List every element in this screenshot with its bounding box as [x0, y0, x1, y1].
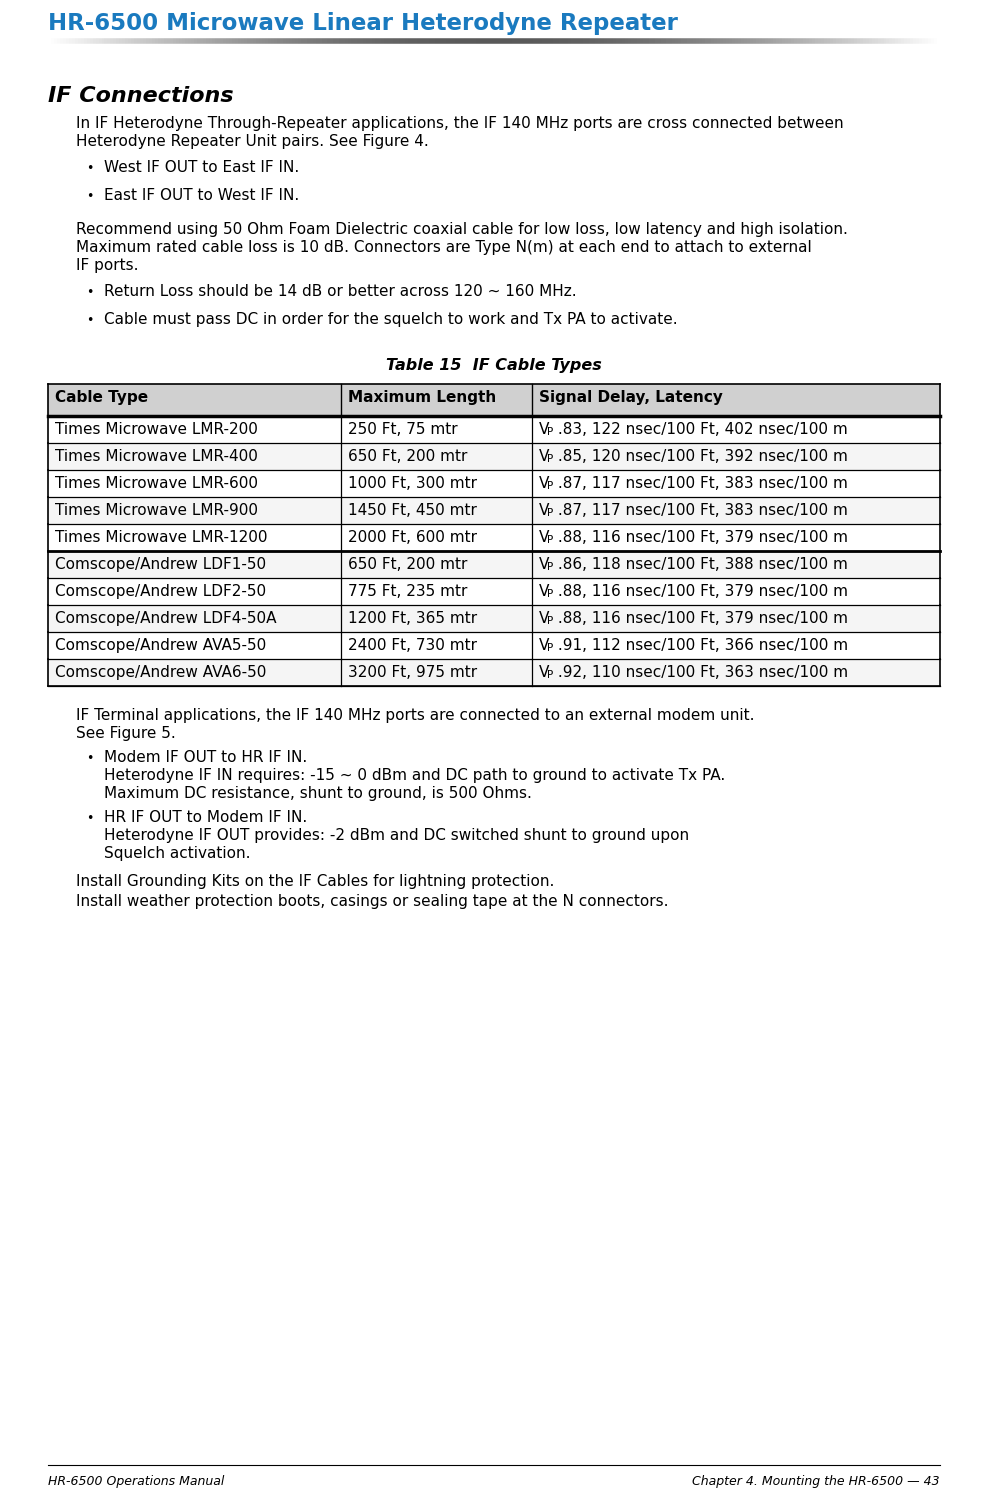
Text: 2400 Ft, 730 mtr: 2400 Ft, 730 mtr: [347, 638, 477, 652]
Text: Signal Delay, Latency: Signal Delay, Latency: [540, 390, 723, 405]
Text: P: P: [546, 481, 553, 491]
Bar: [48, 658, 940, 685]
Text: Times Microwave LMR-200: Times Microwave LMR-200: [55, 423, 258, 437]
Text: HR-6500 Operations Manual: HR-6500 Operations Manual: [48, 1475, 225, 1489]
Text: V: V: [540, 449, 549, 464]
Text: P: P: [546, 617, 553, 626]
Text: V: V: [540, 584, 549, 599]
Text: Cable Type: Cable Type: [55, 390, 148, 405]
Bar: [48, 578, 940, 605]
Text: 2000 Ft, 600 mtr: 2000 Ft, 600 mtr: [347, 530, 477, 545]
Text: Install Grounding Kits on the IF Cables for lightning protection.: Install Grounding Kits on the IF Cables …: [76, 873, 554, 888]
Text: P: P: [546, 508, 553, 518]
Text: Comscope/Andrew AVA5-50: Comscope/Andrew AVA5-50: [55, 638, 266, 652]
Text: Comscope/Andrew AVA6-50: Comscope/Andrew AVA6-50: [55, 664, 267, 679]
Text: P: P: [546, 534, 553, 545]
Text: Times Microwave LMR-900: Times Microwave LMR-900: [55, 503, 258, 518]
Text: •: •: [86, 812, 93, 826]
Bar: [48, 632, 940, 658]
Text: V: V: [540, 530, 549, 545]
Text: V: V: [540, 423, 549, 437]
Text: 1200 Ft, 365 mtr: 1200 Ft, 365 mtr: [347, 611, 477, 626]
Text: •: •: [86, 314, 93, 327]
Text: 250 Ft, 75 mtr: 250 Ft, 75 mtr: [347, 423, 457, 437]
Text: Recommend using 50 Ohm Foam Dielectric coaxial cable for low loss, low latency a: Recommend using 50 Ohm Foam Dielectric c…: [76, 222, 848, 237]
Text: IF Connections: IF Connections: [48, 87, 233, 106]
Text: Install weather protection boots, casings or sealing tape at the N connectors.: Install weather protection boots, casing…: [76, 894, 668, 909]
Text: .86, 118 nsec/100 Ft, 388 nsec/100 m: .86, 118 nsec/100 Ft, 388 nsec/100 m: [553, 557, 849, 572]
Text: West IF OUT to East IF IN.: West IF OUT to East IF IN.: [104, 160, 299, 175]
Text: .85, 120 nsec/100 Ft, 392 nsec/100 m: .85, 120 nsec/100 Ft, 392 nsec/100 m: [553, 449, 849, 464]
Text: Maximum DC resistance, shunt to ground, is 500 Ohms.: Maximum DC resistance, shunt to ground, …: [104, 785, 532, 802]
Bar: [48, 417, 940, 443]
Text: •: •: [86, 287, 93, 299]
Text: Comscope/Andrew LDF4-50A: Comscope/Andrew LDF4-50A: [55, 611, 277, 626]
Text: 1450 Ft, 450 mtr: 1450 Ft, 450 mtr: [347, 503, 477, 518]
Text: V: V: [540, 638, 549, 652]
Text: 650 Ft, 200 mtr: 650 Ft, 200 mtr: [347, 449, 467, 464]
Text: 650 Ft, 200 mtr: 650 Ft, 200 mtr: [347, 557, 467, 572]
Text: V: V: [540, 476, 549, 491]
Bar: [48, 605, 940, 632]
Text: V: V: [540, 611, 549, 626]
Text: Modem IF OUT to HR IF IN.: Modem IF OUT to HR IF IN.: [104, 749, 307, 764]
Text: .92, 110 nsec/100 Ft, 363 nsec/100 m: .92, 110 nsec/100 Ft, 363 nsec/100 m: [553, 664, 849, 679]
Text: P: P: [546, 454, 553, 464]
Text: 3200 Ft, 975 mtr: 3200 Ft, 975 mtr: [347, 664, 477, 679]
Text: Table 15  IF Cable Types: Table 15 IF Cable Types: [387, 358, 602, 373]
Text: In IF Heterodyne Through-Repeater applications, the IF 140 MHz ports are cross c: In IF Heterodyne Through-Repeater applic…: [76, 116, 844, 131]
Text: V: V: [540, 503, 549, 518]
Text: •: •: [86, 752, 93, 764]
Bar: [48, 384, 940, 417]
Text: .91, 112 nsec/100 Ft, 366 nsec/100 m: .91, 112 nsec/100 Ft, 366 nsec/100 m: [553, 638, 849, 652]
Bar: [48, 470, 940, 497]
Text: P: P: [546, 590, 553, 599]
Text: Maximum Length: Maximum Length: [347, 390, 495, 405]
Text: Heterodyne IF IN requires: -15 ~ 0 dBm and DC path to ground to activate Tx PA.: Heterodyne IF IN requires: -15 ~ 0 dBm a…: [104, 767, 725, 782]
Text: V: V: [540, 557, 549, 572]
Text: Times Microwave LMR-1200: Times Microwave LMR-1200: [55, 530, 268, 545]
Text: See Figure 5.: See Figure 5.: [76, 726, 176, 741]
Text: IF Terminal applications, the IF 140 MHz ports are connected to an external mode: IF Terminal applications, the IF 140 MHz…: [76, 708, 754, 723]
Text: V: V: [540, 664, 549, 679]
Bar: [48, 443, 940, 470]
Text: Maximum rated cable loss is 10 dB. Connectors are Type N(m) at each end to attac: Maximum rated cable loss is 10 dB. Conne…: [76, 240, 811, 255]
Text: .83, 122 nsec/100 Ft, 402 nsec/100 m: .83, 122 nsec/100 Ft, 402 nsec/100 m: [553, 423, 849, 437]
Text: Comscope/Andrew LDF2-50: Comscope/Andrew LDF2-50: [55, 584, 266, 599]
Text: Heterodyne IF OUT provides: -2 dBm and DC switched shunt to ground upon: Heterodyne IF OUT provides: -2 dBm and D…: [104, 829, 689, 844]
Text: P: P: [546, 561, 553, 572]
Text: Times Microwave LMR-600: Times Microwave LMR-600: [55, 476, 258, 491]
Text: IF ports.: IF ports.: [76, 258, 138, 273]
Text: .87, 117 nsec/100 Ft, 383 nsec/100 m: .87, 117 nsec/100 Ft, 383 nsec/100 m: [553, 503, 849, 518]
Text: Times Microwave LMR-400: Times Microwave LMR-400: [55, 449, 258, 464]
Text: 775 Ft, 235 mtr: 775 Ft, 235 mtr: [347, 584, 467, 599]
Bar: [48, 524, 940, 551]
Bar: [48, 497, 940, 524]
Text: Squelch activation.: Squelch activation.: [104, 847, 250, 861]
Text: P: P: [546, 643, 553, 652]
Bar: [48, 551, 940, 578]
Text: Comscope/Andrew LDF1-50: Comscope/Andrew LDF1-50: [55, 557, 266, 572]
Text: .88, 116 nsec/100 Ft, 379 nsec/100 m: .88, 116 nsec/100 Ft, 379 nsec/100 m: [553, 611, 849, 626]
Text: •: •: [86, 190, 93, 203]
Text: P: P: [546, 670, 553, 679]
Text: .87, 117 nsec/100 Ft, 383 nsec/100 m: .87, 117 nsec/100 Ft, 383 nsec/100 m: [553, 476, 849, 491]
Text: HR IF OUT to Modem IF IN.: HR IF OUT to Modem IF IN.: [104, 811, 307, 826]
Text: .88, 116 nsec/100 Ft, 379 nsec/100 m: .88, 116 nsec/100 Ft, 379 nsec/100 m: [553, 530, 849, 545]
Text: Chapter 4. Mounting the HR-6500 — 43: Chapter 4. Mounting the HR-6500 — 43: [693, 1475, 940, 1489]
Text: Cable must pass DC in order for the squelch to work and Tx PA to activate.: Cable must pass DC in order for the sque…: [104, 312, 678, 327]
Text: HR-6500 Microwave Linear Heterodyne Repeater: HR-6500 Microwave Linear Heterodyne Repe…: [48, 12, 678, 34]
Text: Heterodyne Repeater Unit pairs. See Figure 4.: Heterodyne Repeater Unit pairs. See Figu…: [76, 134, 429, 149]
Text: .88, 116 nsec/100 Ft, 379 nsec/100 m: .88, 116 nsec/100 Ft, 379 nsec/100 m: [553, 584, 849, 599]
Text: Return Loss should be 14 dB or better across 120 ~ 160 MHz.: Return Loss should be 14 dB or better ac…: [104, 284, 577, 299]
Text: P: P: [546, 427, 553, 437]
Text: 1000 Ft, 300 mtr: 1000 Ft, 300 mtr: [347, 476, 477, 491]
Text: East IF OUT to West IF IN.: East IF OUT to West IF IN.: [104, 188, 299, 203]
Text: •: •: [86, 163, 93, 175]
